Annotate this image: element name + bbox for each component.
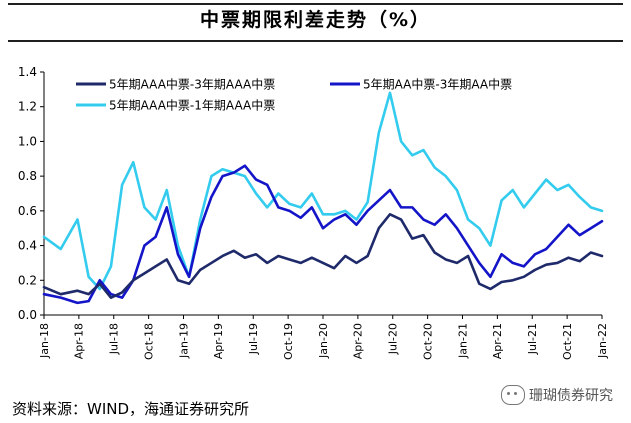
title-rule-bottom [8,40,623,42]
x-tick-label: Jan-21 [456,323,469,359]
legend-label-1: 5年期AA中票-3年期AA中票 [363,77,512,92]
legend-label-0: 5年期AAA中票-3年期AAA中票 [109,77,275,92]
y-tick-label: 1.0 [18,134,37,148]
y-tick-label: 0.4 [18,239,37,253]
x-tick-label: Apr-21 [491,323,504,359]
x-tick-label: Jul-21 [526,323,539,355]
chart-title: 中票期限利差走势（%） [199,9,432,31]
y-tick-label: 0.8 [18,169,37,183]
series-line-2 [42,91,604,291]
y-tick-label: 0.0 [18,308,37,322]
x-tick-label: Jul-18 [108,323,121,355]
title-rule-top [8,3,623,5]
x-tick-label: Oct-18 [142,323,155,360]
x-tick-label: Oct-21 [561,323,574,360]
wechat-icon [501,385,525,405]
line-chart: 0.0 0.2 0.4 0.6 0.8 1.0 1.2 1.4 Jan-18 Apr-18 Jul-… [18,65,609,360]
series-line-0 [42,213,604,299]
y-tick-label: 1.2 [18,100,37,114]
source-note: 资料来源：WIND，海通证券研究所 [12,400,250,418]
series-line-1 [42,164,604,305]
x-tick-label: Apr-19 [212,323,225,359]
legend-label-2: 5年期AAA中票-1年期AAA中票 [109,98,275,113]
x-tick-label: Apr-20 [352,323,365,359]
x-tick-label: Jan-20 [317,323,330,359]
chart-area: 0.0 0.2 0.4 0.6 0.8 1.0 1.2 1.4 Jan-18 Apr-18 Jul-… [0,42,631,394]
x-tick-label: Jul-19 [247,323,260,355]
x-tick-label: Jan-19 [177,323,190,359]
y-tick-label: 0.6 [18,204,37,218]
x-tick-label: Jan-18 [38,323,51,359]
x-tick-label: Apr-18 [73,323,86,359]
x-tick-label: Jan-22 [596,323,609,359]
x-tick-label: Oct-19 [282,323,295,360]
x-tick-label: Jul-20 [387,323,400,355]
watermark-text: 珊瑚债券研究 [529,388,613,404]
x-tick-label: Oct-20 [421,323,434,360]
y-tick-label: 0.2 [18,273,37,287]
watermark: 珊瑚债券研究 [501,385,613,405]
y-tick-label: 1.4 [18,65,37,79]
